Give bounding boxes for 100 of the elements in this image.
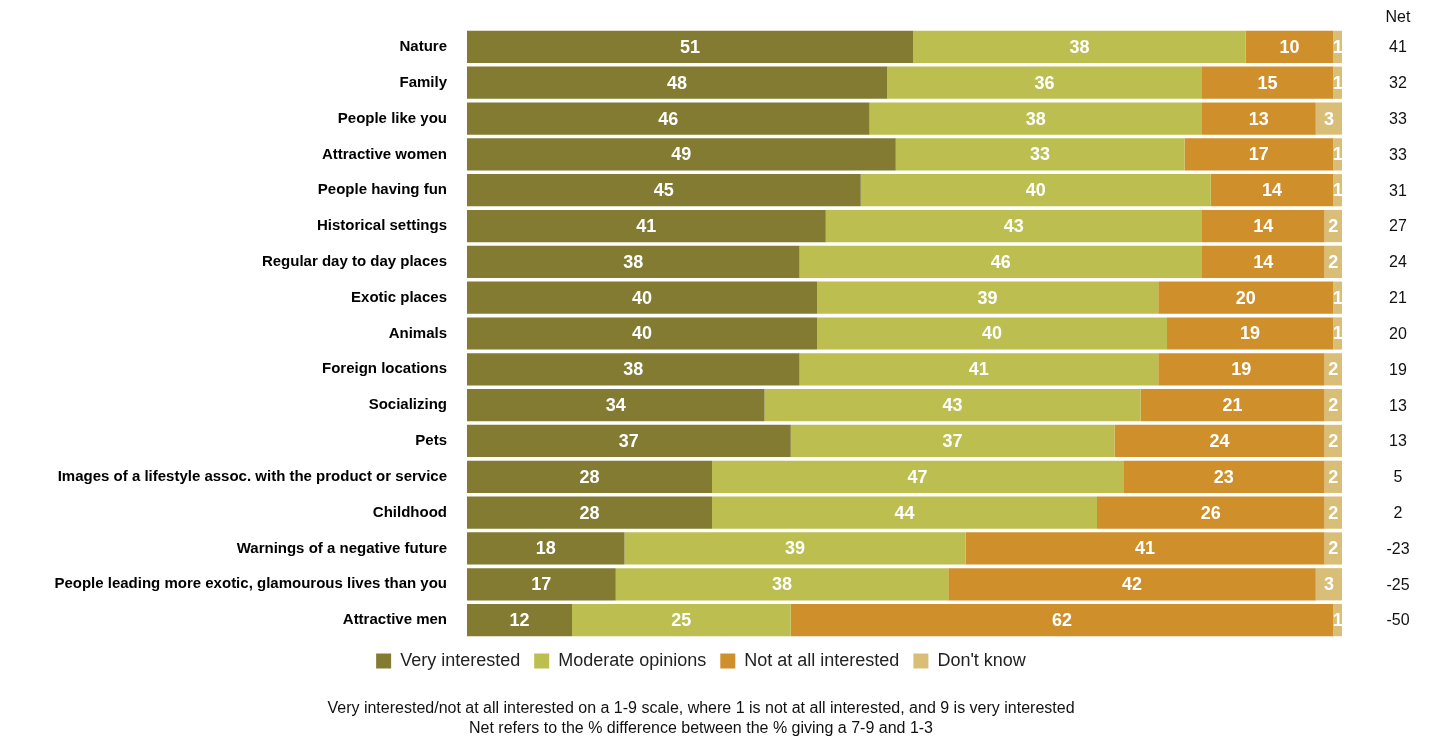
bar	[712, 460, 1124, 493]
bar	[1123, 460, 1325, 493]
data-label: 1	[1332, 144, 1343, 165]
bar	[467, 532, 625, 565]
text: Net	[1385, 8, 1411, 26]
data-label: 36	[1034, 72, 1055, 93]
data-label: 37	[618, 430, 639, 451]
data-label: 47	[907, 466, 928, 487]
y-tick-label: Foreign locations	[321, 359, 447, 377]
bar	[799, 353, 1159, 386]
text: 20	[1389, 324, 1407, 342]
data-label: 21	[1222, 395, 1243, 416]
bar	[1202, 102, 1316, 135]
bar	[790, 424, 1115, 458]
data-label: 13	[1248, 108, 1269, 129]
bar	[615, 568, 949, 601]
y-tick-label: Historical settings	[316, 216, 447, 234]
legend-label: Very interested	[400, 649, 521, 670]
data-label: 38	[623, 359, 644, 380]
data-label: 1	[1332, 323, 1343, 344]
data-label: 18	[535, 538, 556, 559]
bar	[1210, 174, 1334, 207]
text: 19	[1389, 360, 1407, 378]
bar	[1315, 102, 1342, 135]
data-label: 14	[1261, 180, 1283, 201]
data-label: 2	[1328, 395, 1339, 416]
data-label: 42	[1121, 574, 1143, 595]
data-label: 10	[1279, 36, 1300, 57]
bar	[467, 317, 817, 350]
bar	[799, 245, 1202, 278]
bar	[467, 66, 887, 99]
text: 2	[1393, 504, 1403, 522]
text: -50	[1386, 611, 1410, 629]
data-label: 45	[653, 180, 674, 201]
bar	[1202, 209, 1325, 243]
data-label: 39	[785, 538, 806, 559]
data-label: 12	[509, 610, 530, 631]
data-label: 14	[1253, 251, 1274, 272]
data-label: 2	[1328, 430, 1339, 451]
bar	[467, 353, 800, 386]
bar	[913, 30, 1246, 64]
data-label: 25	[671, 610, 692, 631]
bar	[712, 496, 1097, 529]
bar	[1184, 138, 1334, 171]
text: 5	[1393, 468, 1403, 486]
bar	[467, 174, 861, 207]
bar	[817, 317, 1167, 350]
data-label: 40	[631, 287, 653, 308]
text: -23	[1386, 539, 1410, 557]
y-tick-label: Animals	[388, 323, 447, 341]
text: Net refers to the % difference between the % giving a 7-9 and 1-3	[469, 719, 934, 737]
bar	[1202, 66, 1334, 99]
data-label: 38	[623, 251, 644, 272]
bar	[467, 30, 914, 64]
data-label: 48	[666, 72, 688, 93]
data-label: 33	[1030, 144, 1051, 165]
bar	[764, 389, 1141, 422]
bar	[790, 603, 1334, 637]
data-label: 26	[1200, 502, 1221, 523]
data-label: 1	[1332, 180, 1343, 201]
data-label: 41	[968, 359, 989, 380]
data-label: 2	[1328, 502, 1339, 523]
bar	[1140, 389, 1325, 422]
bar	[825, 209, 1202, 243]
data-label: 44	[894, 502, 915, 523]
bar	[1158, 281, 1334, 314]
bar	[817, 281, 1159, 314]
text: Very interested/not at all interested on a 1-9 scale, where 1 is not at all interested, and 9 is very interested	[327, 699, 1075, 717]
text: -25	[1386, 575, 1410, 593]
bar	[948, 568, 1316, 601]
bar	[965, 532, 1325, 565]
y-tick-label: Socializing	[368, 395, 447, 413]
data-label: 62	[1051, 610, 1073, 631]
bar	[467, 603, 572, 637]
bar	[467, 138, 896, 171]
data-label: 40	[631, 323, 653, 344]
data-label: 46	[658, 108, 679, 129]
y-tick-label: Attractive men	[342, 610, 447, 628]
text: 33	[1389, 109, 1407, 127]
data-label: 17	[1248, 144, 1269, 165]
bar	[467, 209, 826, 243]
data-label: 46	[990, 251, 1011, 272]
data-label: 34	[605, 395, 626, 416]
legend-label: Don't know	[937, 649, 1027, 670]
y-tick-label: People like you	[337, 108, 447, 126]
bar	[1202, 245, 1325, 278]
data-label: 51	[680, 36, 701, 57]
data-label: 19	[1231, 359, 1252, 380]
text: 33	[1389, 145, 1407, 163]
y-tick-label: Warnings of a negative future	[236, 538, 447, 556]
data-label: 28	[579, 466, 600, 487]
bar	[467, 245, 800, 278]
data-label: 37	[942, 430, 963, 451]
data-label: 20	[1235, 287, 1256, 308]
bar	[467, 496, 712, 529]
text: 31	[1389, 181, 1407, 199]
bar	[1114, 424, 1325, 458]
y-tick-label: People leading more exotic, glamourous lives than you	[54, 574, 447, 592]
data-label: 1	[1332, 72, 1343, 93]
data-label: 24	[1209, 430, 1230, 451]
